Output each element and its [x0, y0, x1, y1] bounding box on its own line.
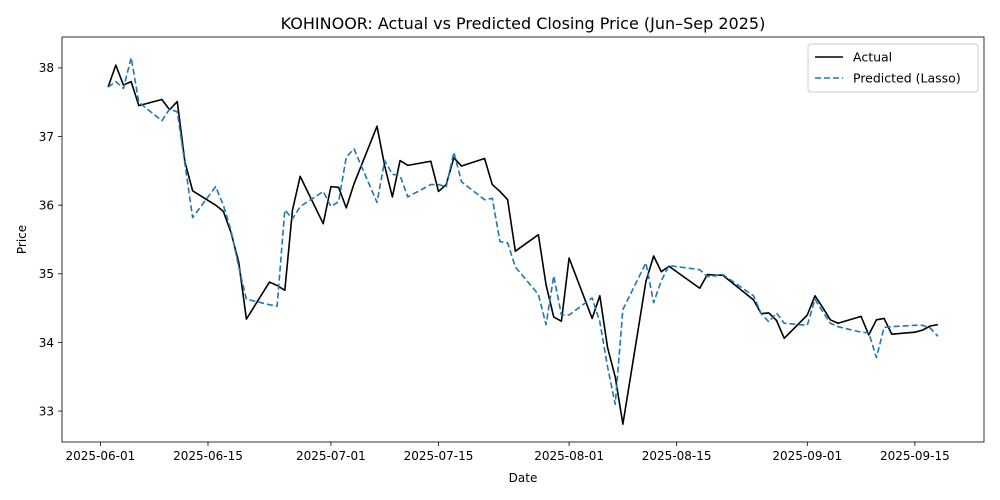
y-tick-label: 36 — [39, 198, 54, 212]
plot-frame — [61, 36, 985, 443]
x-tick-label: 2025-06-01 — [66, 449, 136, 463]
x-axis: 2025-06-01 2025-06-15 2025-07-01 2025-07-15… — [66, 442, 950, 463]
series-line-predicted — [107, 56, 939, 406]
legend-box — [807, 43, 979, 93]
y-tick-label: 35 — [39, 267, 54, 281]
series-line-actual — [107, 64, 939, 425]
legend-label-actual: Actual — [853, 50, 892, 65]
chart-title: KOHINOOR: Actual vs Predicted Closing Pr… — [281, 14, 766, 33]
x-tick-label: 2025-06-15 — [173, 449, 243, 463]
y-tick-label: 37 — [39, 130, 54, 144]
x-tick-label: 2025-09-01 — [772, 449, 842, 463]
y-tick-label: 34 — [39, 336, 54, 350]
x-tick-label: 2025-08-15 — [642, 449, 712, 463]
x-tick-label: 2025-07-01 — [296, 449, 366, 463]
y-tick-label: 38 — [39, 61, 54, 75]
series-layer — [107, 56, 939, 425]
x-tick-label: 2025-07-15 — [404, 449, 474, 463]
y-axis-label: Price — [15, 225, 29, 254]
x-tick-label: 2025-08-01 — [534, 449, 604, 463]
x-axis-label: Date — [509, 471, 538, 485]
x-tick-label: 2025-09-15 — [880, 449, 950, 463]
y-tick-label: 33 — [39, 404, 54, 418]
legend-label-predicted: Predicted (Lasso) — [853, 71, 961, 86]
y-axis: 33 34 35 36 37 38 — [39, 61, 62, 418]
legend: Actual Predicted (Lasso) — [807, 43, 979, 93]
